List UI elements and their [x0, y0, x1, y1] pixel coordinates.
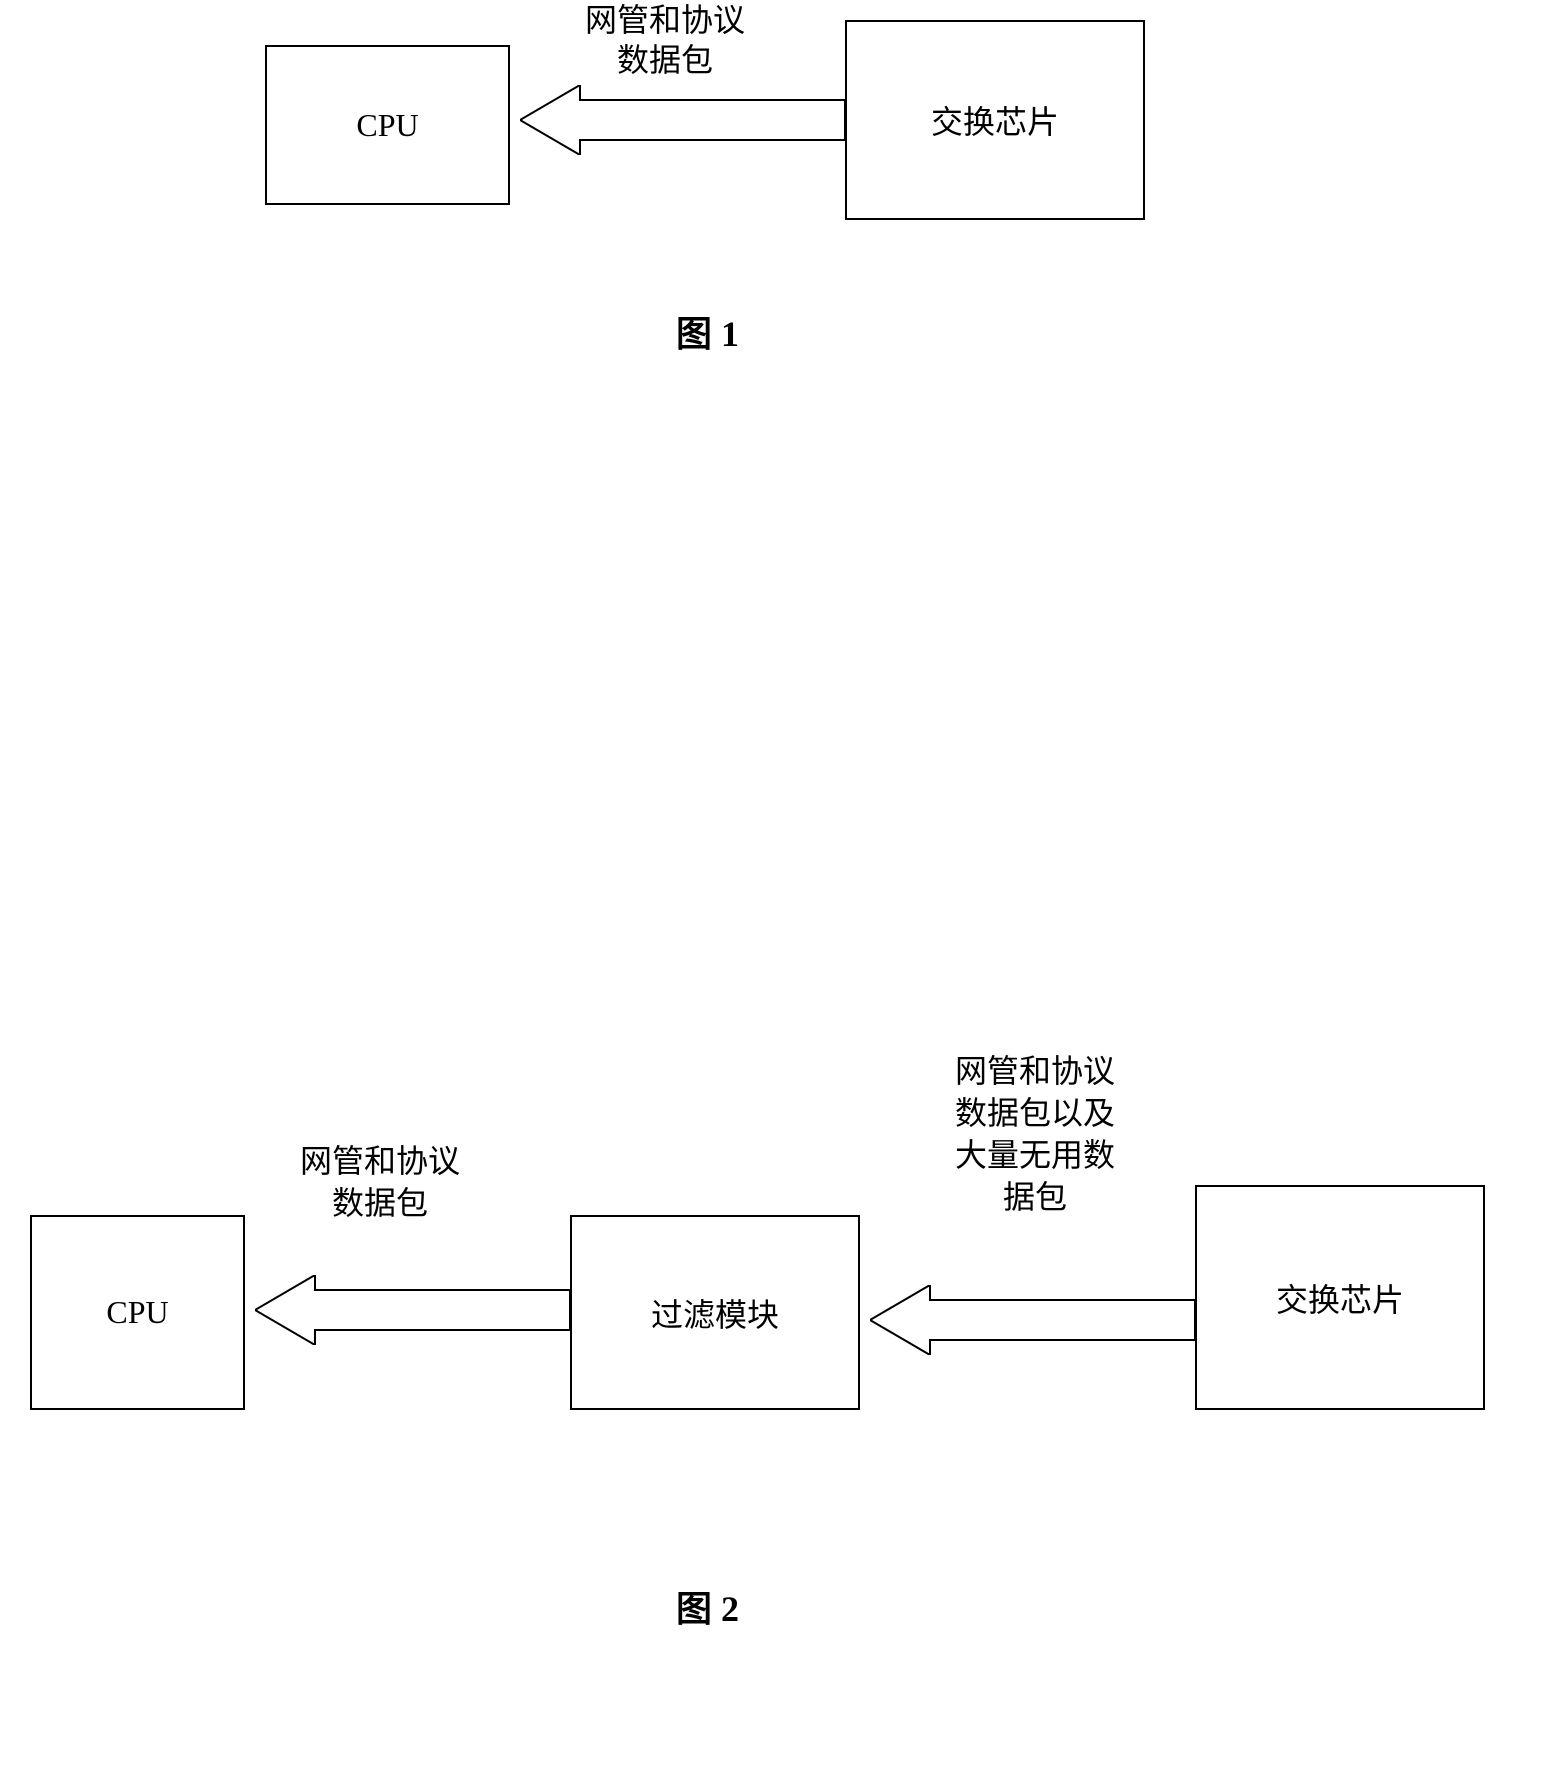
- fig2-cpu-label: CPU: [106, 1294, 168, 1331]
- fig1-cpu-label: CPU: [356, 107, 418, 144]
- fig1-caption: 图 1: [676, 305, 739, 357]
- fig2-arrow2-label: 网管和协议 数据包以及 大量无用数 据包: [955, 1050, 1115, 1218]
- fig1-cpu-box: CPU: [265, 45, 510, 205]
- fig2-arrow2-label-line4: 据包: [955, 1176, 1115, 1218]
- fig1-switch-chip-label: 交换芯片: [931, 97, 1059, 143]
- fig2-arrow1-label-line1: 网管和协议: [300, 1140, 460, 1182]
- fig2-caption-text: 图 2: [676, 1589, 739, 1629]
- fig2-arrow2-label-line3: 大量无用数: [955, 1134, 1115, 1176]
- fig2-arrow1-label-line2: 数据包: [300, 1182, 460, 1224]
- fig1-switch-chip-box: 交换芯片: [845, 20, 1145, 220]
- fig2-filter-label: 过滤模块: [651, 1290, 779, 1336]
- fig1-arrow-label-line1: 网管和协议: [585, 0, 745, 40]
- fig2-arrow2-label-line2: 数据包以及: [955, 1092, 1115, 1134]
- fig2-cpu-box: CPU: [30, 1215, 245, 1410]
- fig1-arrow-label-line2: 数据包: [585, 40, 745, 80]
- fig2-arrow2: [870, 1285, 1195, 1355]
- fig2-switch-chip-box: 交换芯片: [1195, 1185, 1485, 1410]
- fig1-arrow: [520, 85, 845, 155]
- fig1-caption-text: 图 1: [676, 314, 739, 354]
- fig2-switch-chip-label: 交换芯片: [1276, 1275, 1404, 1321]
- fig1-arrow-label: 网管和协议 数据包: [585, 0, 745, 80]
- fig2-arrow1: [255, 1275, 570, 1345]
- fig2-filter-box: 过滤模块: [570, 1215, 860, 1410]
- fig2-caption: 图 2: [676, 1580, 739, 1632]
- fig2-arrow1-label: 网管和协议 数据包: [300, 1140, 460, 1224]
- fig2-arrow2-label-line1: 网管和协议: [955, 1050, 1115, 1092]
